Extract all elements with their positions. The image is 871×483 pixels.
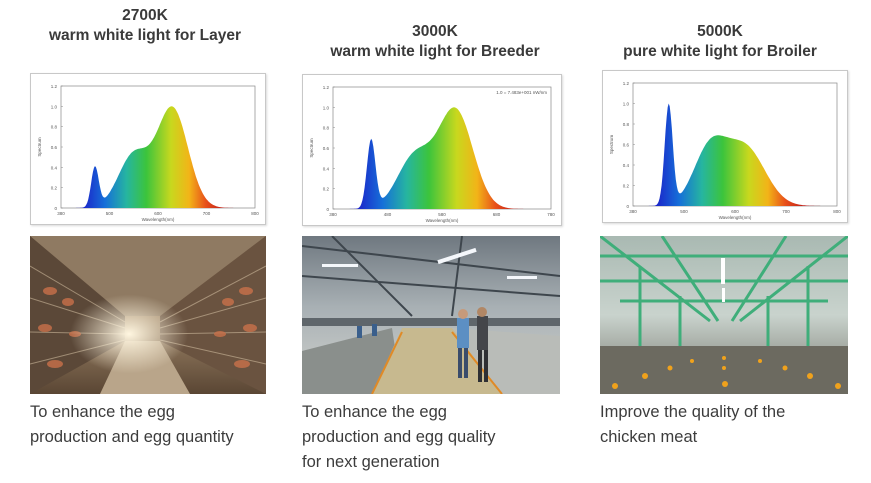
x-axis-label: Wavelength(nm) (426, 218, 459, 223)
caption-line: Improve the quality of the (600, 403, 786, 421)
y-tick-label: 0.4 (323, 166, 330, 171)
y-tick-label: 0.8 (623, 122, 630, 127)
y-tick-label: 0.6 (51, 145, 58, 150)
kelvin-label: 3000K (412, 23, 458, 40)
x-tick-label: 680 (493, 212, 501, 217)
x-tick-label: 700 (203, 211, 211, 216)
panel-caption: To enhance the egg production and egg qu… (302, 400, 572, 475)
caption-line: To enhance the egg (302, 403, 447, 421)
y-axis-label: Spectrum (609, 135, 614, 155)
y-tick-label: 1.2 (323, 85, 330, 90)
x-tick-label: 480 (384, 212, 392, 217)
spectrum-curve (61, 106, 255, 208)
caption-line: for next generation (302, 453, 440, 471)
spectrum-chart: 1.2 1.0 0.8 0.6 0.4 0.2 0 380 500 600 700 800 Spectr… (30, 73, 266, 225)
y-tick-label: 0.6 (623, 143, 630, 148)
panel-2700k: 2700K warm white light for Layer 1.2 1.0 0… (0, 0, 290, 483)
x-tick-label: 600 (154, 211, 162, 216)
caption-line: To enhance the egg (30, 403, 175, 421)
x-axis-label: Wavelength(nm) (142, 217, 175, 222)
panel-caption: Improve the quality of the chicken meat (600, 400, 860, 450)
light-subtitle: pure white light for Broiler (623, 43, 817, 60)
spectrum-curve (333, 107, 551, 209)
y-tick-label: 1.0 (323, 105, 330, 110)
chart-legend: 1.0 = 7.483e+001 nW/nm (496, 90, 547, 95)
kelvin-label: 2700K (122, 7, 168, 24)
y-tick-label: 0.4 (623, 163, 630, 168)
y-axis-label: Spectrum (37, 137, 42, 157)
light-subtitle: warm white light for Breeder (330, 43, 540, 60)
breeder-house-photo (302, 236, 560, 394)
y-tick-label: 0 (626, 204, 629, 209)
y-tick-label: 1.2 (51, 84, 58, 89)
x-tick-label: 500 (106, 211, 114, 216)
broiler-house-photo (600, 236, 848, 394)
panel-3000k: 3000K warm white light for Breeder 1.2 1.… (290, 0, 580, 483)
y-tick-label: 0.8 (51, 125, 58, 130)
x-tick-label: 780 (547, 212, 555, 217)
panel-title: 2700K warm white light for Layer (0, 6, 290, 46)
x-tick-label: 800 (833, 209, 841, 214)
spectrum-chart: 1.2 1.0 0.8 0.6 0.4 0.2 0 380 500 600 700 800 Spectr… (602, 70, 848, 223)
y-tick-label: 0.4 (51, 165, 58, 170)
x-tick-label: 700 (782, 209, 790, 214)
caption-line: production and egg quantity (30, 428, 234, 446)
kelvin-label: 5000K (697, 23, 743, 40)
caption-line: production and egg quality (302, 428, 496, 446)
y-tick-label: 0.8 (323, 126, 330, 131)
panel-title: 5000K pure white light for Broiler (580, 22, 860, 62)
y-tick-label: 0.2 (51, 186, 58, 191)
spectrum-chart: 1.2 1.0 0.8 0.6 0.4 0.2 0 380 480 580 680 780 Spectr… (302, 74, 562, 226)
panel-title: 3000K warm white light for Breeder (290, 22, 580, 62)
light-subtitle: warm white light for Layer (48, 27, 242, 44)
x-tick-label: 380 (629, 209, 637, 214)
y-tick-label: 0 (54, 206, 57, 211)
y-tick-label: 1.0 (51, 104, 58, 109)
y-tick-label: 0.2 (623, 184, 630, 189)
x-tick-label: 580 (438, 212, 446, 217)
panel-caption: To enhance the egg production and egg qu… (30, 400, 290, 450)
y-tick-label: 0 (326, 207, 329, 212)
y-axis-label: Spectrum (309, 138, 314, 158)
y-tick-label: 0.6 (323, 146, 330, 151)
x-tick-label: 500 (680, 209, 688, 214)
poultry-house-photo (30, 236, 266, 394)
x-tick-label: 380 (57, 211, 65, 216)
spectrum-curve (633, 103, 837, 206)
y-tick-label: 1.0 (623, 102, 630, 107)
x-axis-label: Wavelength(nm) (719, 215, 752, 220)
panel-5000k: 5000K pure white light for Broiler 1.2 1.… (580, 0, 871, 483)
x-tick-label: 380 (329, 212, 337, 217)
x-tick-label: 800 (251, 211, 259, 216)
x-tick-label: 600 (731, 209, 739, 214)
y-tick-label: 0.2 (323, 187, 330, 192)
y-tick-label: 1.2 (623, 81, 630, 86)
caption-line: chicken meat (600, 428, 698, 446)
